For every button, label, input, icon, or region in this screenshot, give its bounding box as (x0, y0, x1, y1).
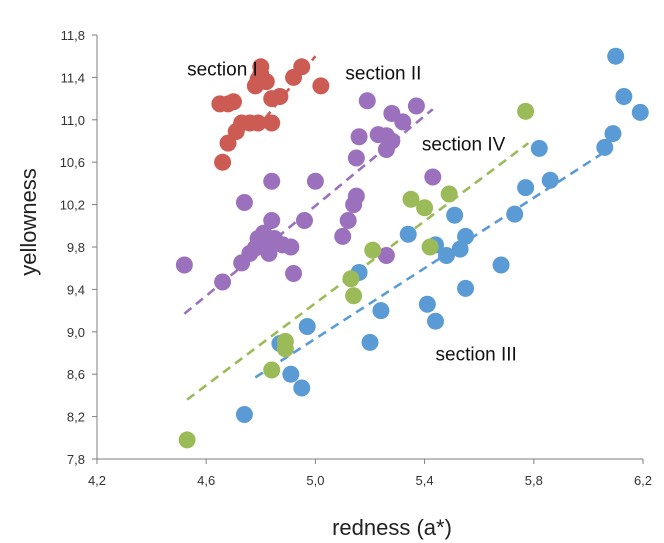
data-point-series-3 (451, 240, 469, 258)
data-point-series-1 (312, 77, 330, 95)
data-point-series-3 (399, 225, 417, 243)
section-annotations: section I section II section IV section III (187, 59, 517, 365)
data-point-series-4 (364, 241, 382, 259)
data-point-series-3 (282, 365, 300, 383)
section-label: section II (345, 64, 421, 85)
data-point-series-2 (334, 227, 352, 245)
data-point-series-2 (345, 196, 363, 214)
data-point-series-2 (263, 212, 281, 229)
data-point-series-2 (377, 246, 395, 264)
y-tick-label: 9,4 (67, 282, 85, 297)
data-point-series-3 (418, 295, 436, 313)
data-point-series-4 (342, 270, 360, 288)
data-point-series-2 (260, 244, 278, 262)
data-point-series-3 (446, 206, 464, 224)
data-point-series-1 (246, 77, 264, 95)
data-point-series-3 (293, 379, 311, 397)
data-point-series-3 (457, 279, 475, 297)
data-point-series-4 (276, 340, 294, 358)
section-label: section I (187, 59, 258, 80)
y-tick-label: 11,8 (61, 28, 85, 43)
data-point-series-2 (407, 97, 425, 115)
data-point-series-3 (235, 405, 253, 423)
x-ticks: 4,2 4,6 5,0 5,4 5,8 6,2 (88, 459, 652, 488)
y-ticks: 7,8 8,2 8,6 9,0 9,4 9,8 10,2 10,6 11,0 11,4 11,8 (60, 28, 97, 467)
data-point-series-3 (541, 171, 559, 189)
y-tick-label: 11,0 (61, 113, 85, 128)
y-tick-label: 8,6 (67, 367, 85, 382)
data-point-series-2 (424, 168, 442, 186)
data-points (175, 47, 649, 449)
x-tick-label: 5,8 (525, 473, 543, 488)
data-point-series-4 (416, 199, 434, 217)
data-point-series-4 (345, 287, 363, 305)
data-point-series-3 (615, 87, 633, 105)
data-point-series-2 (339, 212, 357, 229)
data-point-series-3 (607, 47, 625, 65)
data-point-series-3 (437, 246, 455, 264)
data-point-series-2 (235, 193, 253, 211)
data-point-series-2 (241, 244, 259, 262)
data-point-series-2 (214, 273, 232, 291)
x-tick-label: 5,4 (416, 473, 434, 488)
data-point-series-3 (604, 125, 622, 143)
data-point-series-3 (492, 256, 510, 274)
data-point-series-1 (219, 134, 237, 152)
data-point-series-2 (306, 172, 324, 190)
y-axis-title: yellowness (16, 168, 41, 276)
data-point-series-2 (263, 172, 281, 190)
data-point-series-2 (394, 113, 412, 131)
data-point-series-3 (427, 312, 445, 330)
y-tick-label: 10,2 (60, 198, 85, 213)
data-point-series-4 (263, 361, 281, 379)
x-axis-title: redness (a*) (332, 515, 452, 540)
trendline-3 (254, 152, 603, 379)
data-point-series-4 (178, 431, 196, 449)
data-point-series-2 (358, 92, 376, 110)
data-point-series-2 (295, 212, 313, 229)
data-point-series-3 (631, 103, 649, 121)
data-point-series-1 (225, 93, 242, 111)
y-tick-label: 10,6 (60, 155, 85, 170)
data-point-series-1 (285, 68, 303, 86)
data-point-series-2 (282, 238, 300, 256)
data-point-series-4 (402, 190, 420, 208)
data-point-series-3 (596, 138, 614, 156)
data-point-series-3 (372, 302, 390, 320)
data-point-series-2 (347, 149, 365, 167)
data-point-series-3 (457, 227, 475, 245)
section-label: section IV (422, 135, 506, 156)
y-tick-label: 11,4 (61, 70, 85, 85)
x-tick-label: 5,0 (306, 473, 324, 488)
data-point-series-4 (517, 102, 535, 120)
data-point-series-2 (377, 140, 395, 158)
data-point-series-1 (271, 87, 289, 105)
section-label: section III (436, 344, 517, 365)
data-point-series-4 (440, 185, 458, 203)
data-point-series-2 (285, 265, 303, 282)
data-point-series-3 (530, 139, 548, 157)
data-point-series-3 (506, 205, 524, 223)
data-point-series-3 (517, 179, 535, 197)
data-point-series-1 (263, 114, 281, 132)
x-tick-label: 4,2 (88, 473, 106, 488)
data-point-series-4 (421, 238, 439, 256)
y-tick-label: 7,8 (67, 452, 85, 467)
data-point-series-2 (175, 256, 193, 274)
data-point-series-1 (214, 153, 232, 171)
data-point-series-3 (298, 318, 316, 335)
data-point-series-2 (369, 126, 387, 144)
data-point-series-3 (361, 333, 379, 351)
data-point-series-1 (249, 114, 267, 132)
axes: 4,2 4,6 5,0 5,4 5,8 6,2 7,8 8,2 8,6 9,0 9,4 9,8 10,… (60, 28, 652, 488)
data-point-series-2 (350, 128, 368, 146)
y-tick-label: 8,2 (67, 410, 85, 425)
x-tick-label: 4,6 (197, 473, 215, 488)
x-tick-label: 6,2 (634, 473, 652, 488)
y-tick-label: 9,8 (67, 240, 85, 255)
y-tick-label: 9,0 (67, 325, 85, 340)
